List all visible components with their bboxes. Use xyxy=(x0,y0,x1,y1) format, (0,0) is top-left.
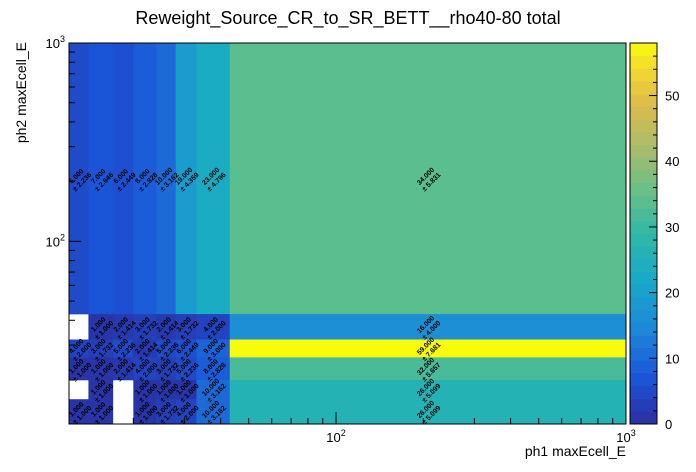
heatmap-cell xyxy=(196,357,231,381)
colorbar-band xyxy=(630,93,657,107)
colorbar-band xyxy=(630,271,657,285)
colorbar-band xyxy=(630,208,657,222)
y-axis-label: ph2 maxEcell_E xyxy=(13,42,29,143)
colorbar-tick-label: 30 xyxy=(665,220,679,235)
colorbar-band xyxy=(630,398,657,412)
y-tick-label: 102 xyxy=(46,232,65,249)
heatmap-cell xyxy=(69,43,89,315)
heatmap-cell xyxy=(175,399,197,425)
chart-title: Reweight_Source_CR_to_SR_BETT__rho40-80 … xyxy=(135,8,560,29)
heatmap-cell xyxy=(112,339,134,358)
x-tick-label: 102 xyxy=(326,428,345,445)
heatmap-cell xyxy=(196,379,231,400)
heatmap-cell xyxy=(196,43,231,315)
heatmap-cells xyxy=(69,43,627,425)
heatmap-cell xyxy=(229,379,627,400)
colorbar-tick-label: 10 xyxy=(665,351,679,366)
heatmap-cell xyxy=(229,399,627,425)
colorbar-band xyxy=(630,68,657,82)
heatmap-cell xyxy=(133,314,157,340)
heatmap-cell xyxy=(88,379,114,400)
heatmap-cell xyxy=(156,379,177,400)
colorbar-tick-label: 0 xyxy=(665,417,672,432)
heatmap-cell xyxy=(175,379,197,400)
colorbar-band xyxy=(630,347,657,361)
heatmap-cell xyxy=(112,314,134,340)
colorbar-band xyxy=(630,411,657,425)
colorbar-band xyxy=(630,157,657,171)
colorbar-tick-label: 50 xyxy=(665,89,679,104)
heatmap-cell xyxy=(88,314,114,340)
heatmap-cell xyxy=(175,339,197,358)
heatmap-cell xyxy=(69,399,89,425)
heatmap-cell xyxy=(229,314,627,340)
colorbar-band xyxy=(630,170,657,183)
heatmap-cell xyxy=(133,379,157,400)
heatmap-cell xyxy=(156,339,177,358)
colorbar-band xyxy=(630,195,657,209)
heatmap-cell xyxy=(229,357,627,381)
heatmap-cell xyxy=(133,399,157,425)
heatmap-cell xyxy=(175,357,197,381)
colorbar-band xyxy=(630,55,657,69)
colorbar-band xyxy=(630,335,657,349)
colorbar-band xyxy=(630,182,657,196)
colorbar-band xyxy=(630,131,657,145)
colorbar-frame xyxy=(629,42,658,425)
colorbar-band xyxy=(630,360,657,374)
colorbar-band xyxy=(630,233,657,247)
colorbar: 0 10 20 30 40 50 xyxy=(629,42,679,432)
colorbar-band xyxy=(630,322,657,336)
heatmap-cell xyxy=(196,314,231,340)
heatmap-cell xyxy=(133,339,157,358)
heatmap-cell xyxy=(175,314,197,340)
heatmap-cell xyxy=(88,399,114,425)
heatmap-cell xyxy=(156,357,177,381)
colorbar-band xyxy=(630,246,657,260)
heatmap-cell xyxy=(156,314,177,340)
heatmap-cell xyxy=(88,43,114,315)
colorbar-band xyxy=(630,220,657,234)
heatmap-cell xyxy=(133,357,157,381)
heatmap-cell xyxy=(88,357,114,381)
heatmap-cell xyxy=(229,43,627,315)
colorbar-band xyxy=(630,119,657,133)
heatmap-cell xyxy=(229,339,627,358)
heatmap-cell xyxy=(69,357,89,381)
colorbar-band xyxy=(630,297,657,310)
colorbar-tick-label: 40 xyxy=(665,154,679,169)
colorbar-band xyxy=(630,284,657,298)
heatmap-cell xyxy=(196,339,231,358)
colorbar-band xyxy=(630,309,657,323)
colorbar-tick-label: 20 xyxy=(665,286,679,301)
heatmap-cell xyxy=(133,43,157,315)
colorbar-band xyxy=(630,385,657,399)
plot-frame xyxy=(68,42,627,425)
heatmap-cell xyxy=(156,399,177,425)
colorbar-band xyxy=(630,373,657,387)
colorbar-band xyxy=(630,106,657,120)
colorbar-band xyxy=(630,144,657,158)
heatmap-cell xyxy=(69,339,89,358)
colorbar-band xyxy=(630,258,657,272)
colorbar-band xyxy=(630,43,657,56)
colorbar-band xyxy=(630,81,657,95)
heatmap-cell xyxy=(112,357,134,381)
heatmap-cell xyxy=(88,339,114,358)
heatmap-cell xyxy=(196,399,231,425)
heatmap-cell xyxy=(156,43,177,315)
y-tick-label: 103 xyxy=(46,34,65,51)
heatmap-cell xyxy=(112,43,134,315)
heatmap-cell xyxy=(175,43,197,315)
x-axis-label: ph1 maxEcell_E xyxy=(525,443,626,459)
